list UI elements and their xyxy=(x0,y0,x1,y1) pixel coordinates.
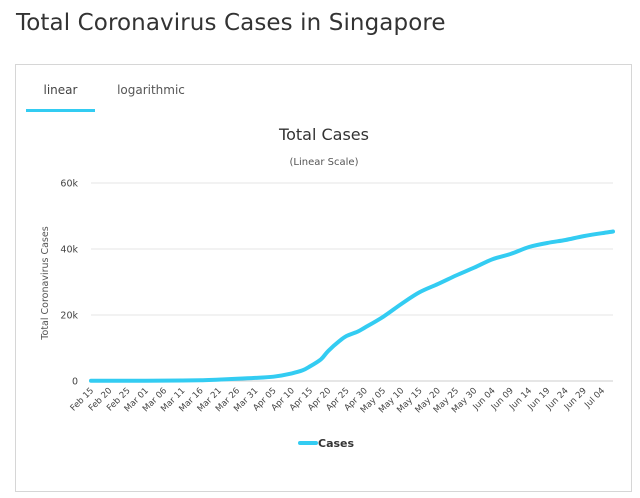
page-title: Total Coronavirus Cases in Singapore xyxy=(16,10,446,36)
chart-subtitle: (Linear Scale) xyxy=(290,157,359,168)
chart: Total Cases (Linear Scale) Total Coronav… xyxy=(40,125,615,450)
grid-lines xyxy=(91,182,613,382)
y-tick-label: 20k xyxy=(60,311,78,322)
y-axis-title: Total Coronavirus Cases xyxy=(40,226,51,340)
y-tick-label: 60k xyxy=(60,179,78,190)
x-tick-label: Jul 04 xyxy=(582,386,607,411)
tab-logarithmic[interactable]: logarithmic xyxy=(117,83,185,97)
legend-label-cases: Cases xyxy=(318,437,355,450)
y-tick-label: 40k xyxy=(60,245,78,256)
scale-tabs: linear logarithmic xyxy=(16,65,631,112)
series-line-cases[interactable] xyxy=(89,229,615,383)
y-tick-labels: 0 20k 40k 60k xyxy=(60,179,78,388)
chart-title: Total Cases xyxy=(278,125,369,144)
y-tick-label: 0 xyxy=(72,377,78,388)
tab-linear[interactable]: linear xyxy=(26,83,95,112)
chart-panel: linear logarithmic Total Cases (Linear S… xyxy=(15,64,632,492)
legend[interactable]: Cases xyxy=(298,437,355,450)
